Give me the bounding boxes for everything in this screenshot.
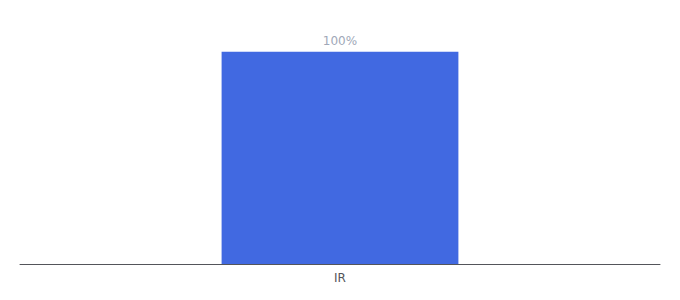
svg-text:IR: IR — [334, 271, 346, 285]
svg-text:100%: 100% — [323, 34, 357, 48]
